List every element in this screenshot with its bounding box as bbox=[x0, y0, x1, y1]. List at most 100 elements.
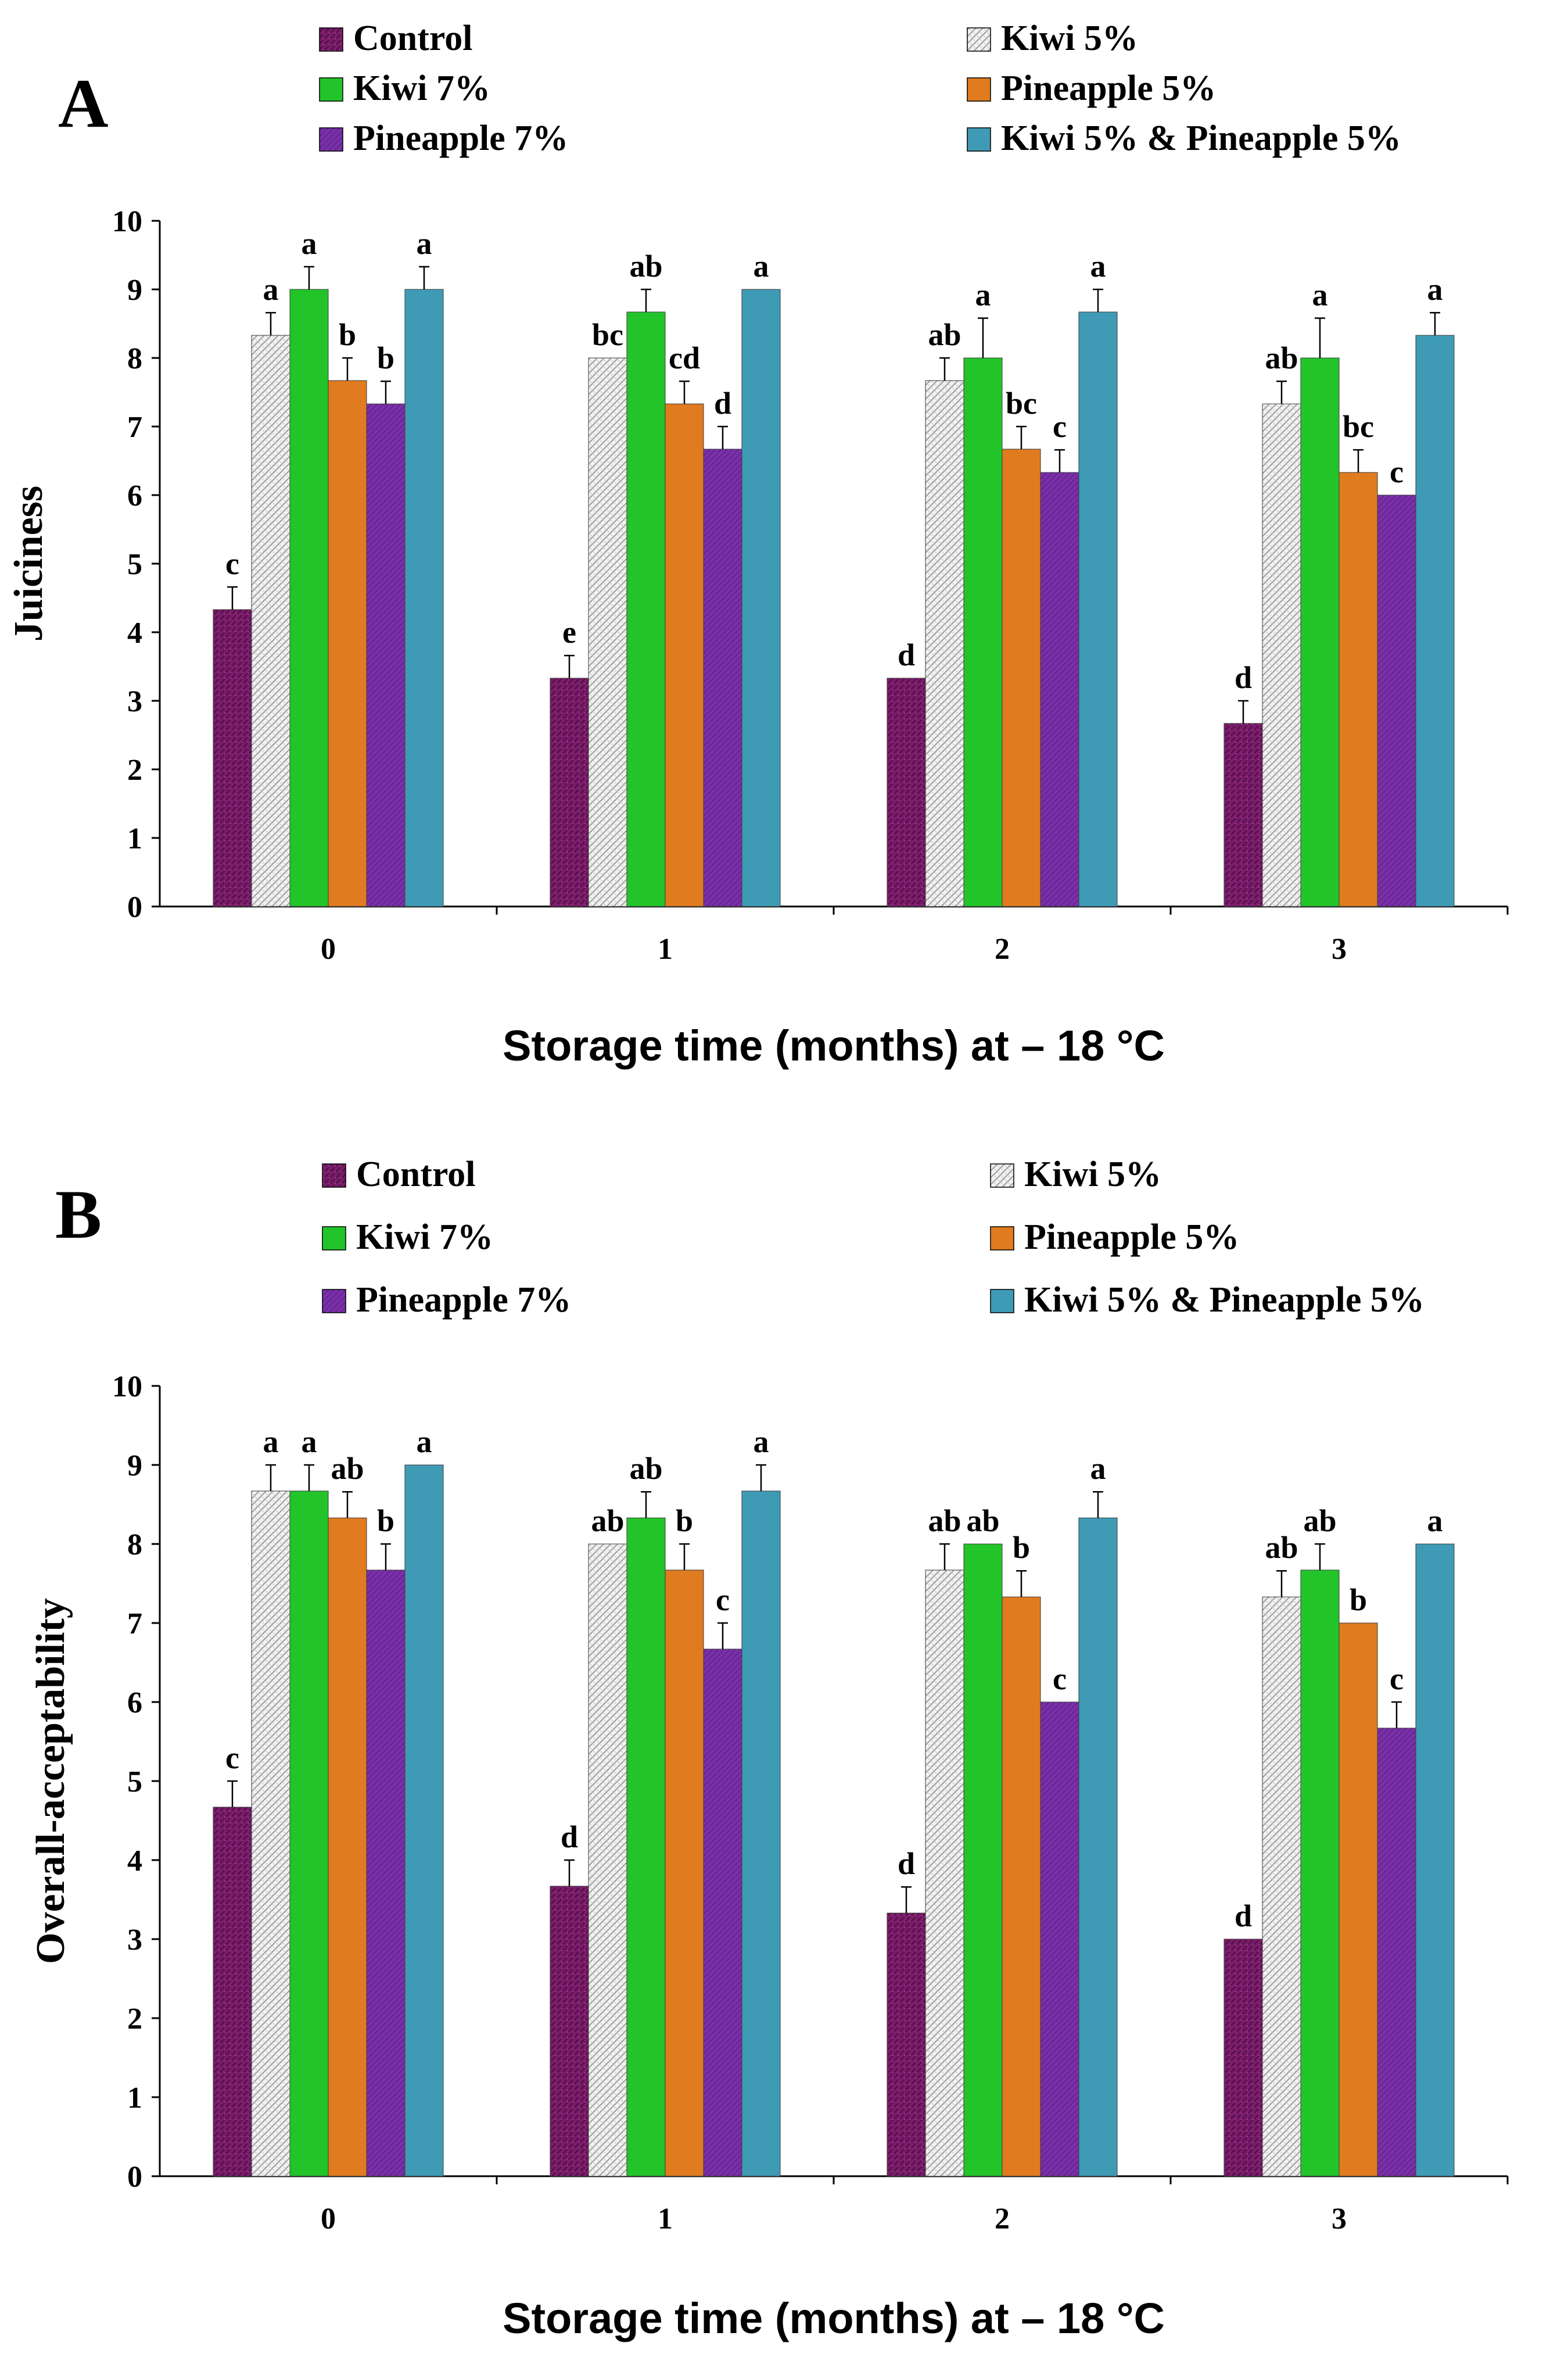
y-tick-label: 5 bbox=[127, 1765, 142, 1798]
bar-kiwi7 bbox=[963, 1543, 1003, 2177]
significance-letter: b bbox=[377, 341, 394, 375]
bar-pineapple5 bbox=[1002, 1596, 1041, 2177]
y-tick-label: 6 bbox=[127, 1686, 142, 1719]
bar-kiwi5 bbox=[251, 335, 290, 907]
legend-label-kiwi5: Kiwi 5% bbox=[1024, 1155, 1161, 1194]
panel-label: A bbox=[58, 65, 109, 142]
bar-pineapple7 bbox=[703, 1649, 742, 2177]
significance-letter: c bbox=[1053, 1661, 1067, 1696]
bar-kiwi7 bbox=[289, 289, 329, 907]
significance-letter: d bbox=[898, 637, 915, 672]
significance-letter: a bbox=[753, 249, 769, 284]
significance-letter: cd bbox=[669, 341, 700, 375]
bar-mix bbox=[1415, 335, 1455, 907]
significance-letter: c bbox=[1390, 454, 1404, 489]
x-tick-label: 2 bbox=[995, 2202, 1010, 2235]
bar-kiwi5 bbox=[925, 1570, 964, 2177]
legend-swatch-pineapple5 bbox=[967, 77, 991, 102]
legend-label-pineapple7: Pineapple 7% bbox=[353, 119, 568, 158]
bar-pineapple5 bbox=[665, 1570, 704, 2177]
x-tick-label: 0 bbox=[321, 933, 336, 966]
y-tick-label: 2 bbox=[127, 2002, 142, 2036]
legend-label-kiwi5: Kiwi 5% bbox=[1001, 19, 1138, 58]
significance-letter: ab bbox=[629, 1451, 662, 1486]
bar-kiwi5 bbox=[588, 1543, 627, 2177]
y-tick-label: 4 bbox=[127, 1844, 142, 1878]
legend-label-pineapple7: Pineapple 7% bbox=[356, 1280, 571, 1320]
significance-letter: d bbox=[714, 386, 731, 421]
bar-kiwi5 bbox=[588, 357, 627, 907]
bar-kiwi5 bbox=[1262, 403, 1301, 907]
significance-letter: c bbox=[225, 1740, 239, 1775]
bar-pineapple7 bbox=[703, 449, 742, 907]
significance-letter: a bbox=[1427, 272, 1443, 307]
significance-letter: ab bbox=[928, 1503, 961, 1538]
legend-swatch-kiwi7 bbox=[319, 77, 343, 102]
significance-letter: e bbox=[562, 615, 576, 650]
significance-letter: c bbox=[1053, 409, 1067, 444]
significance-letter: ab bbox=[591, 1503, 624, 1538]
bar-pineapple7 bbox=[1040, 1701, 1079, 2177]
legend-swatch-pineapple5 bbox=[990, 1226, 1014, 1251]
y-tick-label: 1 bbox=[127, 2081, 142, 2115]
bar-pineapple7 bbox=[1040, 472, 1079, 907]
significance-letter: c bbox=[1390, 1661, 1404, 1696]
y-tick-label: 3 bbox=[127, 1923, 142, 1957]
y-tick-label: 9 bbox=[127, 274, 142, 307]
bar-control bbox=[1223, 1939, 1263, 2177]
y-tick-label: 8 bbox=[127, 342, 142, 375]
x-tick-label: 1 bbox=[658, 2202, 673, 2235]
significance-letter: ab bbox=[966, 1503, 999, 1538]
x-tick-label: 0 bbox=[321, 2202, 336, 2235]
legend-swatch-control bbox=[322, 1163, 346, 1188]
significance-letter: ab bbox=[1265, 1530, 1298, 1565]
legend-label-mix: Kiwi 5% & Pineapple 5% bbox=[1001, 119, 1401, 158]
bar-kiwi5 bbox=[925, 380, 964, 907]
significance-letter: a bbox=[263, 272, 279, 307]
bar-kiwi7 bbox=[626, 1517, 666, 2177]
bar-control bbox=[887, 678, 926, 907]
y-tick-label: 2 bbox=[127, 754, 142, 787]
legend-swatch-kiwi5 bbox=[967, 27, 991, 52]
significance-letter: b bbox=[339, 317, 356, 352]
significance-letter: ab bbox=[1265, 341, 1298, 375]
significance-letter: b bbox=[1013, 1530, 1030, 1565]
significance-letter: a bbox=[417, 1424, 432, 1459]
bar-mix bbox=[404, 289, 444, 907]
bar-mix bbox=[741, 1491, 781, 2177]
bar-pineapple5 bbox=[1339, 1622, 1378, 2177]
bar-pineapple7 bbox=[366, 403, 406, 907]
bar-pineapple5 bbox=[328, 1517, 367, 2177]
significance-letter: d bbox=[561, 1819, 578, 1854]
significance-letter: b bbox=[676, 1503, 693, 1538]
significance-letter: a bbox=[1090, 249, 1106, 284]
bar-kiwi7 bbox=[1300, 1570, 1340, 2177]
bar-pineapple7 bbox=[1377, 495, 1416, 907]
significance-letter: d bbox=[1235, 1898, 1252, 1933]
bar-mix bbox=[1078, 311, 1118, 907]
legend-swatch-kiwi5 bbox=[990, 1163, 1014, 1188]
legend-swatch-mix bbox=[967, 127, 991, 152]
y-tick-label: 7 bbox=[127, 411, 142, 444]
y-tick-label: 3 bbox=[127, 685, 142, 718]
y-tick-label: 0 bbox=[127, 2161, 142, 2194]
significance-letter: b bbox=[377, 1503, 394, 1538]
significance-letter: b bbox=[1350, 1582, 1367, 1617]
bar-control bbox=[213, 1807, 252, 2177]
y-tick-label: 6 bbox=[127, 479, 142, 513]
bar-kiwi7 bbox=[289, 1491, 329, 2177]
significance-letter: a bbox=[1312, 278, 1328, 313]
bar-mix bbox=[1415, 1543, 1455, 2177]
legend: Control Kiwi 5% Kiwi 7% Pineapple 5% Pineapp… bbox=[319, 19, 1401, 158]
bar-mix bbox=[404, 1464, 444, 2177]
x-tick-label: 3 bbox=[1332, 933, 1347, 966]
legend-label-control: Control bbox=[356, 1155, 476, 1194]
significance-letter: a bbox=[753, 1424, 769, 1459]
x-tick-label: 3 bbox=[1332, 2202, 1347, 2235]
y-axis-label: Juiciness bbox=[6, 486, 51, 642]
y-tick-label: 10 bbox=[112, 205, 142, 238]
legend-label-pineapple5: Pineapple 5% bbox=[1001, 69, 1216, 108]
legend-label-mix: Kiwi 5% & Pineapple 5% bbox=[1024, 1280, 1425, 1320]
bar-kiwi7 bbox=[963, 357, 1003, 907]
panel-label: B bbox=[55, 1176, 102, 1253]
